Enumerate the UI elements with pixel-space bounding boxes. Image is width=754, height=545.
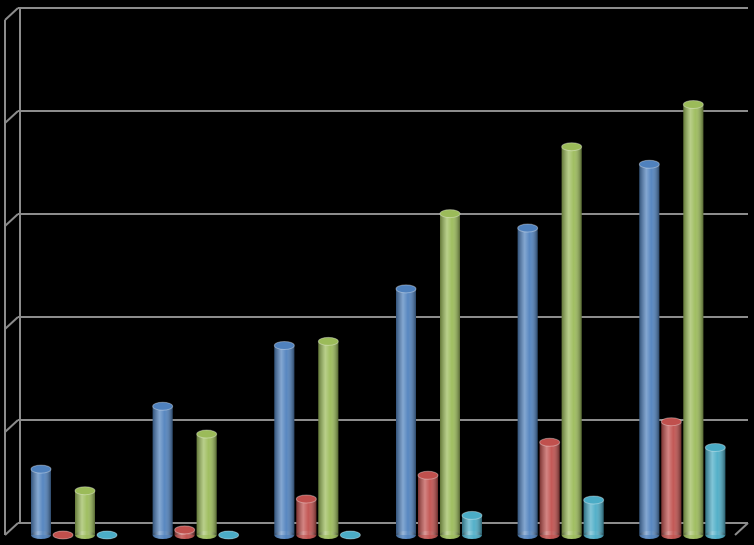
bar-shading: [152, 406, 173, 535]
cylinder-top: [660, 417, 682, 427]
cylinder-top: [152, 401, 174, 411]
cylinder-top: [218, 530, 240, 540]
cylinder-top: [561, 142, 583, 152]
cylinder-top: [52, 530, 74, 540]
cylinder-top: [30, 464, 52, 474]
grid-line-side: [4, 110, 19, 124]
cylinder-top: [439, 209, 461, 219]
cylinder-top: [682, 99, 704, 109]
bar-shading: [683, 104, 704, 536]
cylinder-top: [704, 442, 726, 452]
bar-shading: [75, 490, 95, 535]
bar-shading: [196, 434, 217, 535]
cylinder-top: [638, 159, 660, 169]
cylinder-bottom-shade: [440, 531, 460, 539]
cylinder-top: [461, 510, 483, 520]
bar-shading: [661, 421, 682, 535]
grid-line-side: [4, 7, 19, 21]
cylinder-bottom-shade: [517, 531, 538, 539]
bar-shading: [31, 469, 51, 535]
bar-shading: [418, 475, 438, 535]
cylinder-bottom-shade: [561, 531, 582, 539]
cylinder-bottom-shade: [539, 531, 560, 539]
bar-shading: [639, 164, 660, 535]
grid-line-side: [4, 419, 19, 433]
cylinder-top: [417, 470, 439, 480]
cylinder-top: [339, 530, 361, 540]
cylinder-bottom-shade: [31, 531, 51, 539]
cylinder-bottom-shade: [683, 531, 704, 539]
cylinder-bottom-shade: [75, 531, 95, 539]
cylinder-bottom-shade: [318, 531, 339, 539]
cylinder-bottom-shade: [661, 531, 682, 539]
bar-shading: [705, 447, 726, 535]
bar-shading: [583, 499, 604, 535]
bar-shading: [318, 341, 339, 535]
cylinder-bottom-shade: [705, 531, 726, 539]
cylinder-top: [273, 340, 295, 350]
floor-right: [734, 522, 749, 536]
cylinder-top: [96, 530, 118, 540]
bar-shading: [561, 146, 582, 535]
bar-shading: [462, 515, 482, 535]
grid-line-side: [4, 213, 19, 227]
bar-shading: [396, 288, 416, 535]
cylinder-top: [74, 486, 96, 496]
bar-shading: [440, 213, 460, 535]
cylinder-bottom-shade: [274, 531, 295, 539]
grid-line-side: [4, 316, 19, 330]
cylinder-top: [395, 284, 417, 294]
bar-shading: [539, 442, 560, 535]
cylinder-bottom-shade: [418, 531, 438, 539]
cylinder-bottom-shade: [396, 531, 416, 539]
cylinder-bottom-shade: [639, 531, 660, 539]
cylinder-top: [317, 336, 339, 346]
grid-line-side: [4, 522, 19, 536]
cylinder-top: [196, 429, 218, 439]
cylinder-top: [517, 223, 539, 233]
cylinder-top: [174, 525, 196, 535]
cylinder-top: [295, 494, 317, 504]
cylinder-bottom-shade: [296, 531, 317, 539]
cylinder-bottom-shade: [152, 531, 173, 539]
bar-shading: [274, 345, 295, 535]
cylinder-bottom-shade: [583, 531, 604, 539]
cylinder-top: [539, 437, 561, 447]
cylinder-top: [583, 495, 605, 505]
bar-shading: [517, 228, 538, 535]
cylinder-bottom-shade: [462, 531, 482, 539]
cylinder-bottom-shade: [196, 531, 217, 539]
bar-shading: [296, 498, 317, 535]
